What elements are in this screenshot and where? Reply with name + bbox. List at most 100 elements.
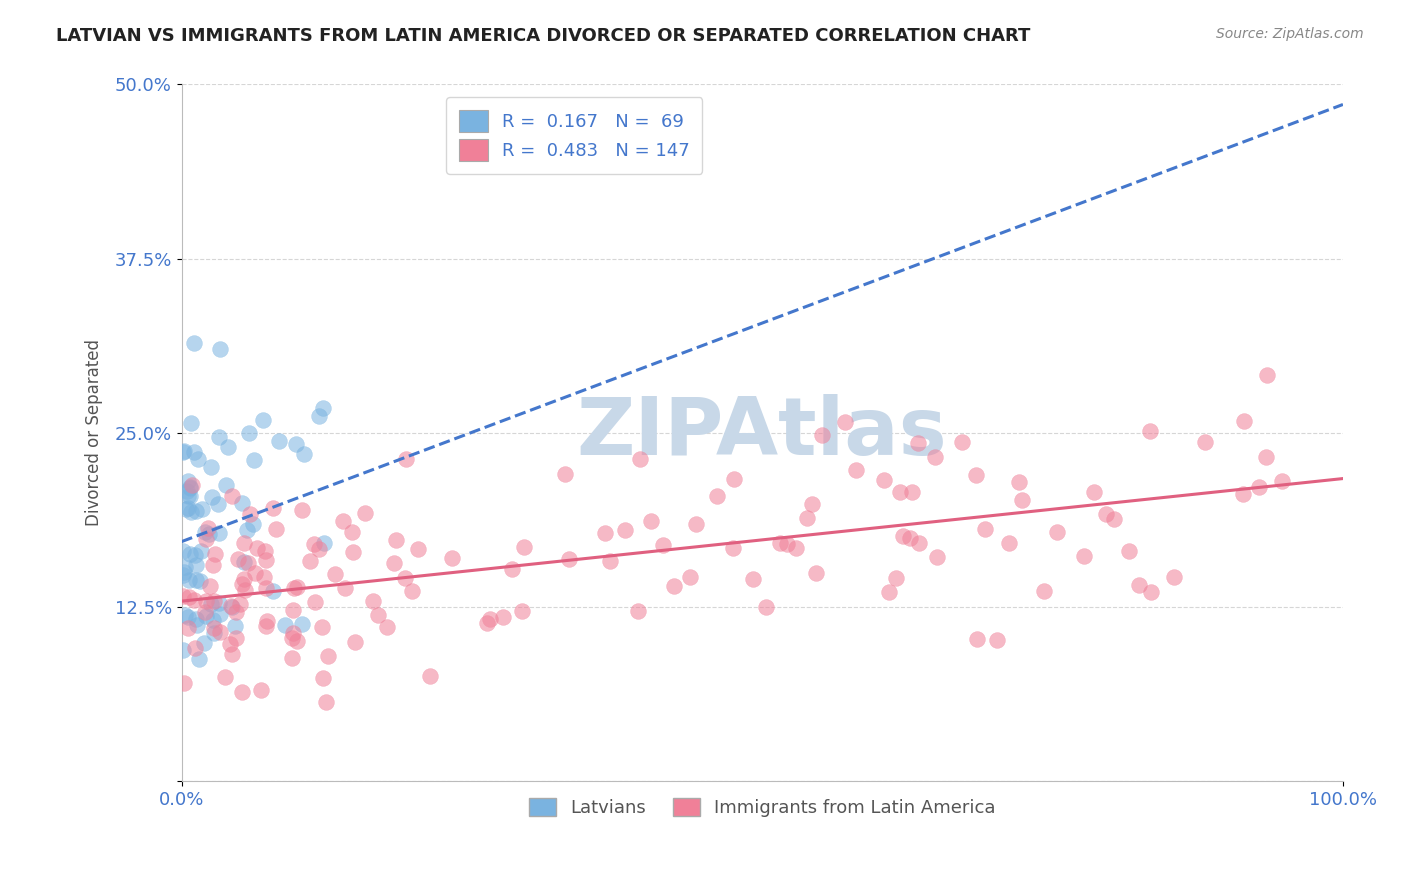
Point — [186, 574, 208, 588]
Point — [231, 685, 253, 699]
Point — [283, 626, 305, 640]
Point — [1073, 549, 1095, 564]
Point — [226, 552, 249, 566]
Point — [267, 434, 290, 449]
Point — [311, 620, 333, 634]
Point — [186, 618, 208, 632]
Point — [221, 599, 243, 614]
Point — [315, 695, 337, 709]
Point — [986, 633, 1008, 648]
Point — [285, 634, 308, 648]
Point — [184, 504, 207, 518]
Point — [208, 430, 231, 444]
Point — [408, 541, 430, 556]
Point — [332, 514, 354, 528]
Point — [264, 522, 287, 536]
Point — [194, 594, 217, 608]
Point — [1140, 585, 1163, 599]
Point — [340, 524, 363, 539]
Point — [886, 571, 908, 585]
Point — [679, 570, 702, 584]
Point — [200, 579, 222, 593]
Point — [179, 573, 201, 587]
Point — [173, 676, 195, 690]
Point — [186, 612, 208, 626]
Point — [281, 631, 304, 645]
Point — [243, 566, 266, 580]
Point — [179, 480, 201, 494]
Point — [312, 401, 335, 416]
Point — [207, 597, 229, 611]
Point — [231, 577, 253, 591]
Point — [172, 445, 194, 459]
Point — [207, 497, 229, 511]
Point — [198, 527, 221, 541]
Legend: Latvians, Immigrants from Latin America: Latvians, Immigrants from Latin America — [522, 790, 1002, 824]
Point — [184, 558, 207, 572]
Point — [208, 342, 231, 356]
Point — [208, 607, 231, 621]
Point — [183, 444, 205, 458]
Point — [242, 517, 264, 532]
Point — [845, 463, 868, 477]
Point — [197, 520, 219, 534]
Point — [394, 451, 416, 466]
Point — [283, 581, 305, 595]
Point — [1256, 368, 1278, 382]
Point — [775, 537, 797, 551]
Point — [1008, 475, 1031, 490]
Point — [262, 501, 284, 516]
Point — [224, 619, 246, 633]
Point — [188, 574, 211, 588]
Point — [231, 496, 253, 510]
Point — [173, 566, 195, 580]
Point — [253, 569, 276, 583]
Point — [1094, 507, 1116, 521]
Point — [215, 478, 238, 492]
Point — [190, 502, 212, 516]
Point — [706, 489, 728, 503]
Point — [183, 336, 205, 351]
Point — [172, 589, 194, 603]
Point — [316, 648, 339, 663]
Point — [186, 452, 208, 467]
Point — [284, 436, 307, 450]
Point — [1271, 474, 1294, 488]
Point — [214, 670, 236, 684]
Point — [966, 632, 988, 646]
Point — [209, 625, 232, 640]
Point — [1163, 570, 1185, 584]
Point — [907, 536, 929, 550]
Point — [233, 583, 256, 598]
Point — [1032, 583, 1054, 598]
Point — [174, 608, 197, 623]
Point — [382, 556, 405, 570]
Point — [176, 474, 198, 488]
Point — [254, 552, 277, 566]
Point — [394, 571, 416, 585]
Point — [184, 640, 207, 655]
Point — [510, 604, 533, 618]
Point — [1128, 577, 1150, 591]
Point — [302, 537, 325, 551]
Point — [742, 573, 765, 587]
Point — [195, 609, 218, 624]
Point — [243, 453, 266, 467]
Point — [478, 612, 501, 626]
Point — [308, 542, 330, 557]
Point — [202, 621, 225, 635]
Point — [177, 609, 200, 624]
Point — [810, 427, 832, 442]
Point — [236, 523, 259, 537]
Point — [172, 544, 194, 558]
Point — [233, 555, 256, 569]
Point — [281, 650, 304, 665]
Point — [179, 547, 201, 561]
Point — [176, 483, 198, 498]
Point — [238, 426, 260, 441]
Point — [181, 478, 204, 492]
Point — [262, 583, 284, 598]
Point — [253, 543, 276, 558]
Point — [174, 501, 197, 516]
Point — [291, 616, 314, 631]
